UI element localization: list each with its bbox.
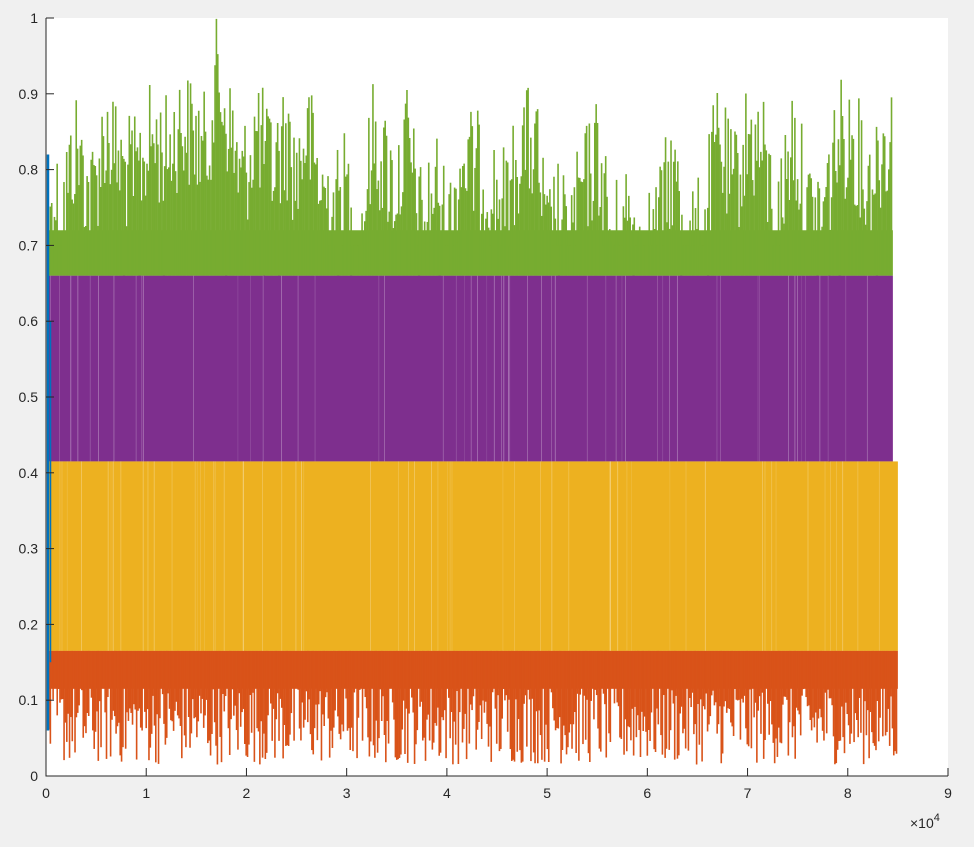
x-tick-label: 7 xyxy=(744,785,752,801)
x-tick-label: 5 xyxy=(543,785,551,801)
x-tick-label: 0 xyxy=(42,785,50,801)
series-1 xyxy=(49,275,893,462)
series-2 xyxy=(49,461,898,651)
y-tick-label: 0.5 xyxy=(19,389,39,405)
y-tick-label: 0.2 xyxy=(19,616,39,632)
x-tick-label: 3 xyxy=(343,785,351,801)
x-tick-label: 6 xyxy=(643,785,651,801)
y-tick-label: 1 xyxy=(30,10,38,26)
y-tick-label: 0 xyxy=(30,768,38,784)
y-tick-label: 0.8 xyxy=(19,162,39,178)
series-3 xyxy=(48,650,898,765)
y-tick-label: 0.6 xyxy=(19,313,39,329)
x-tick-label: 2 xyxy=(243,785,251,801)
y-tick-label: 0.4 xyxy=(19,465,39,481)
y-tick-label: 0.9 xyxy=(19,86,39,102)
y-tick-label: 0.1 xyxy=(19,692,39,708)
series-1-band xyxy=(49,275,893,462)
x-tick-label: 4 xyxy=(443,785,451,801)
x-tick-label: 8 xyxy=(844,785,852,801)
axes-layer: 0 1 2 3 4 5 6 7 8 9 0 0.1 0.2 0.3 0.4 0.5 0.6 0.7 0.8 0.9 1 xyxy=(19,10,953,801)
y-tick-label: 0.7 xyxy=(19,237,39,253)
series-0 xyxy=(48,18,893,463)
y-tick-label: 0.3 xyxy=(19,541,39,557)
x-tick-label: 1 xyxy=(142,785,150,801)
series-4 xyxy=(46,154,52,731)
series-layer xyxy=(46,18,898,765)
x-tick-label: 9 xyxy=(944,785,952,801)
x-exponent-label: ×104 xyxy=(910,812,940,831)
series-2-band xyxy=(49,461,898,651)
